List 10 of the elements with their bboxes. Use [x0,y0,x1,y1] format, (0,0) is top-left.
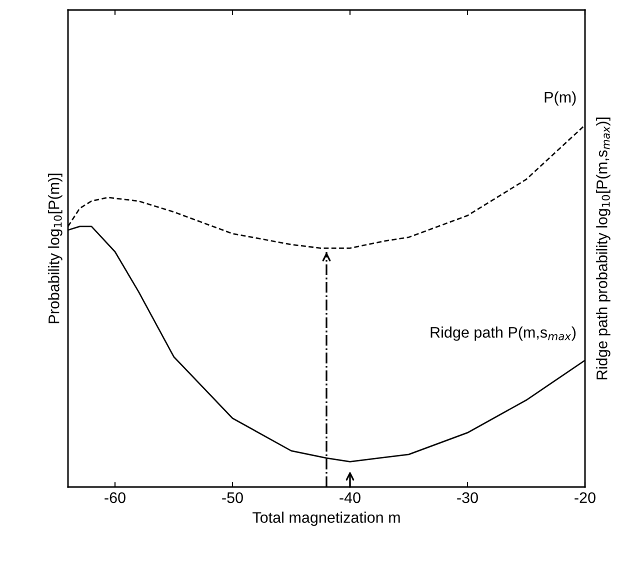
x-tick-label: -40 [340,492,360,504]
x-tick-label: -60 [104,492,126,504]
x-axis-title: Total magnetization m [252,512,400,526]
y-axis-title: Probability log$_{10}$[P(m)] [48,174,62,324]
series-label: Ridge path P(m,s$_{max}$) [430,326,576,341]
x-tick-label: -30 [457,492,478,504]
x-tick-label: -50 [222,492,243,504]
y2-axis-title: Ridge path probability log$_{10}$[P(m,s$_{max}$)] [596,118,610,380]
series-label: P(m) [544,91,576,106]
x-tick-label: -20 [574,492,596,504]
